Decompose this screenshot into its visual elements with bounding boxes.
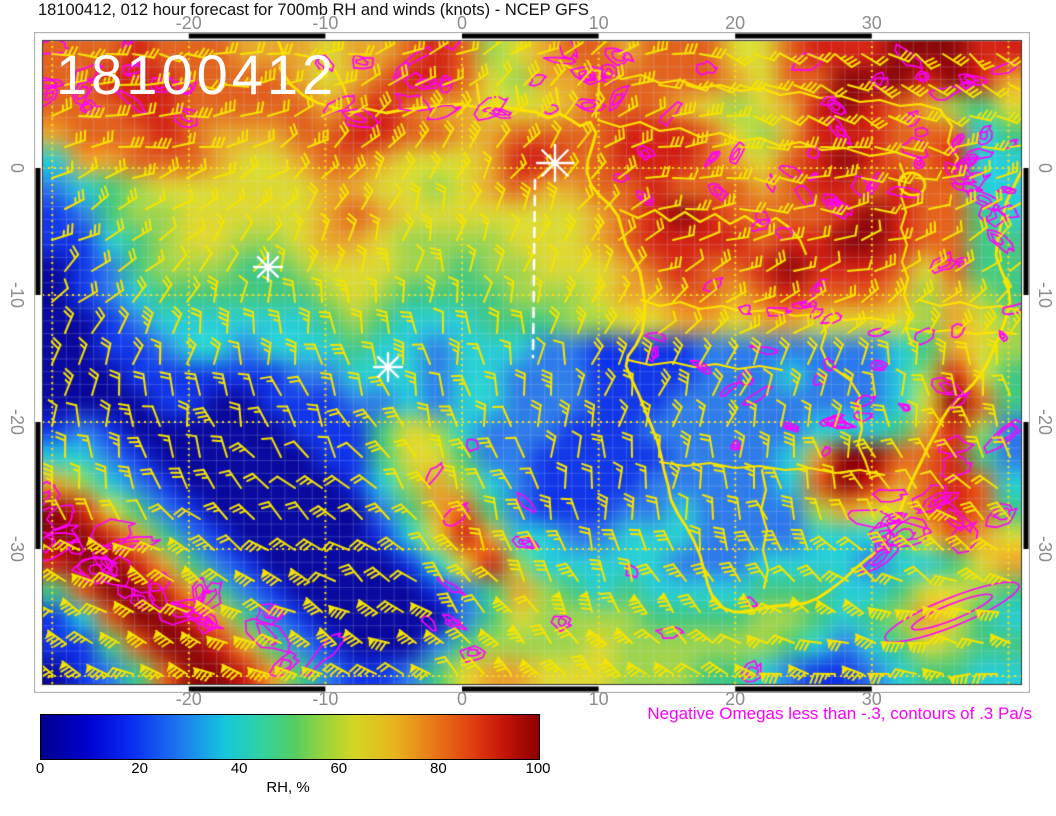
chart-title: 18100412, 012 hour forecast for 700mb RH… <box>38 1 589 19</box>
tick-label: -10 <box>1035 281 1056 308</box>
rh-wind-map-canvas <box>34 32 1030 693</box>
tick-label: 30 <box>861 13 882 33</box>
tick-label: 30 <box>861 689 882 709</box>
tick-label: 10 <box>588 13 609 33</box>
tick-label: -10 <box>312 13 339 33</box>
tick-label: -10 <box>7 281 28 308</box>
tick-label: 10 <box>588 689 609 709</box>
rh-colorbar-gradient <box>40 714 540 760</box>
tick-label: -20 <box>175 13 202 33</box>
tick-label: 80 <box>430 760 447 777</box>
tick-label: 0 <box>35 760 45 777</box>
tick-label: -20 <box>175 689 202 709</box>
tick-label: 20 <box>725 13 746 33</box>
tick-label: 20 <box>725 689 746 709</box>
forecast-run-label: 18100412 <box>56 43 338 106</box>
tick-label: 0 <box>1035 162 1056 173</box>
tick-label: 60 <box>330 760 348 777</box>
tick-label: 0 <box>456 13 467 33</box>
tick-label: -10 <box>312 689 339 709</box>
tick-label: -30 <box>7 535 28 562</box>
tick-label: -30 <box>1035 535 1056 562</box>
colorbar-label: RH, % <box>266 779 310 796</box>
tick-label: 40 <box>230 760 248 777</box>
omega-annotation: Negative Omegas less than -.3, contours … <box>647 704 1032 723</box>
tick-label: 20 <box>131 760 148 777</box>
tick-label: 100 <box>525 760 551 777</box>
tick-label: 0 <box>456 689 467 709</box>
tick-label: 0 <box>7 162 28 173</box>
tick-label: -20 <box>1035 408 1056 435</box>
tick-label: -20 <box>7 408 28 435</box>
